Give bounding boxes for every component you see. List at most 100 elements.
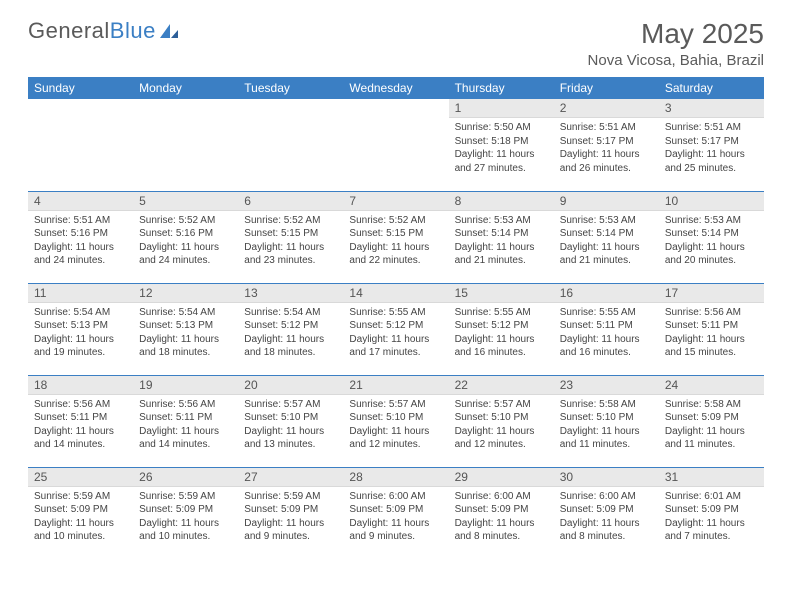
day-details: Sunrise: 6:01 AMSunset: 5:09 PMDaylight:…	[659, 487, 764, 548]
daylight-text: and 21 minutes.	[560, 254, 653, 268]
daylight-text: Daylight: 11 hours	[560, 425, 653, 439]
sunrise-text: Sunrise: 5:58 AM	[560, 398, 653, 412]
day-number: 20	[238, 376, 343, 395]
sunrise-text: Sunrise: 5:59 AM	[139, 490, 232, 504]
day-number: 4	[28, 192, 133, 211]
day-details: Sunrise: 6:00 AMSunset: 5:09 PMDaylight:…	[449, 487, 554, 548]
day-details: Sunrise: 5:55 AMSunset: 5:11 PMDaylight:…	[554, 303, 659, 364]
sunrise-text: Sunrise: 5:55 AM	[560, 306, 653, 320]
sunrise-text: Sunrise: 5:54 AM	[244, 306, 337, 320]
day-details: Sunrise: 5:51 AMSunset: 5:17 PMDaylight:…	[659, 118, 764, 179]
day-number: 29	[449, 468, 554, 487]
daylight-text: and 11 minutes.	[560, 438, 653, 452]
sunrise-text: Sunrise: 5:54 AM	[34, 306, 127, 320]
daylight-text: Daylight: 11 hours	[139, 333, 232, 347]
daylight-text: and 11 minutes.	[665, 438, 758, 452]
sunrise-text: Sunrise: 5:52 AM	[244, 214, 337, 228]
sunset-text: Sunset: 5:10 PM	[244, 411, 337, 425]
day-details: Sunrise: 5:56 AMSunset: 5:11 PMDaylight:…	[659, 303, 764, 364]
calendar-day-cell: 13Sunrise: 5:54 AMSunset: 5:12 PMDayligh…	[238, 283, 343, 375]
daylight-text: and 22 minutes.	[349, 254, 442, 268]
weekday-header: Thursday	[449, 77, 554, 99]
daylight-text: and 15 minutes.	[665, 346, 758, 360]
daylight-text: Daylight: 11 hours	[244, 241, 337, 255]
day-details: Sunrise: 6:00 AMSunset: 5:09 PMDaylight:…	[343, 487, 448, 548]
day-number: 23	[554, 376, 659, 395]
day-number: 7	[343, 192, 448, 211]
day-number: 11	[28, 284, 133, 303]
daylight-text: and 8 minutes.	[455, 530, 548, 544]
weekday-header: Sunday	[28, 77, 133, 99]
sunrise-text: Sunrise: 5:55 AM	[455, 306, 548, 320]
daylight-text: Daylight: 11 hours	[560, 241, 653, 255]
calendar-day-cell: 23 Sunrise: 5:58 AMSunset: 5:10 PMDayligh…	[554, 375, 659, 467]
sunset-text: Sunset: 5:12 PM	[244, 319, 337, 333]
daylight-text: and 26 minutes.	[560, 162, 653, 176]
sunset-text: Sunset: 5:14 PM	[455, 227, 548, 241]
day-details: Sunrise: 5:55 AMSunset: 5:12 PMDaylight:…	[449, 303, 554, 364]
month-title: May 2025	[588, 18, 764, 50]
weekday-header: Friday	[554, 77, 659, 99]
daylight-text: Daylight: 11 hours	[665, 517, 758, 531]
day-number: 27	[238, 468, 343, 487]
brand-text-part1: General	[28, 18, 110, 44]
daylight-text: and 12 minutes.	[349, 438, 442, 452]
sunset-text: Sunset: 5:09 PM	[349, 503, 442, 517]
calendar-day-cell: 10Sunrise: 5:53 AMSunset: 5:14 PMDayligh…	[659, 191, 764, 283]
day-details: Sunrise: 5:51 AMSunset: 5:17 PMDaylight:…	[554, 118, 659, 179]
sunrise-text: Sunrise: 6:00 AM	[349, 490, 442, 504]
daylight-text: Daylight: 11 hours	[665, 425, 758, 439]
calendar-day-cell: 24Sunrise: 5:58 AMSunset: 5:09 PMDayligh…	[659, 375, 764, 467]
daylight-text: and 17 minutes.	[349, 346, 442, 360]
day-details: Sunrise: 5:59 AMSunset: 5:09 PMDaylight:…	[238, 487, 343, 548]
sunrise-text: Sunrise: 5:55 AM	[349, 306, 442, 320]
day-number: 30	[554, 468, 659, 487]
day-details: Sunrise: 5:54 AMSunset: 5:13 PMDaylight:…	[133, 303, 238, 364]
sunrise-text: Sunrise: 5:51 AM	[665, 121, 758, 135]
calendar-day-cell: 8Sunrise: 5:53 AMSunset: 5:14 PMDaylight…	[449, 191, 554, 283]
calendar-day-cell: 16Sunrise: 5:55 AMSunset: 5:11 PMDayligh…	[554, 283, 659, 375]
day-details: Sunrise: 5:53 AMSunset: 5:14 PMDaylight:…	[659, 211, 764, 272]
sunrise-text: Sunrise: 6:01 AM	[665, 490, 758, 504]
title-block: May 2025 Nova Vicosa, Bahia, Brazil	[588, 18, 764, 69]
sunset-text: Sunset: 5:11 PM	[34, 411, 127, 425]
day-number: 31	[659, 468, 764, 487]
day-details: Sunrise: 5:58 AMSunset: 5:09 PMDaylight:…	[659, 395, 764, 456]
calendar-table: Sunday Monday Tuesday Wednesday Thursday…	[28, 77, 764, 559]
day-number: 1	[449, 99, 554, 118]
daylight-text: Daylight: 11 hours	[665, 241, 758, 255]
day-number: 6	[238, 192, 343, 211]
day-number: 26	[133, 468, 238, 487]
weekday-header: Wednesday	[343, 77, 448, 99]
daylight-text: Daylight: 11 hours	[139, 425, 232, 439]
calendar-day-cell: 18Sunrise: 5:56 AMSunset: 5:11 PMDayligh…	[28, 375, 133, 467]
sunrise-text: Sunrise: 5:57 AM	[455, 398, 548, 412]
day-details: Sunrise: 5:55 AMSunset: 5:12 PMDaylight:…	[343, 303, 448, 364]
day-details: Sunrise: 6:00 AMSunset: 5:09 PMDaylight:…	[554, 487, 659, 548]
sunset-text: Sunset: 5:15 PM	[244, 227, 337, 241]
daylight-text: and 9 minutes.	[244, 530, 337, 544]
sunset-text: Sunset: 5:09 PM	[34, 503, 127, 517]
daylight-text: and 24 minutes.	[34, 254, 127, 268]
daylight-text: Daylight: 11 hours	[665, 148, 758, 162]
daylight-text: and 25 minutes.	[665, 162, 758, 176]
weekday-header: Monday	[133, 77, 238, 99]
sunset-text: Sunset: 5:10 PM	[560, 411, 653, 425]
daylight-text: Daylight: 11 hours	[455, 517, 548, 531]
sunrise-text: Sunrise: 5:59 AM	[34, 490, 127, 504]
calendar-header-row: Sunday Monday Tuesday Wednesday Thursday…	[28, 77, 764, 99]
daylight-text: and 19 minutes.	[34, 346, 127, 360]
sunset-text: Sunset: 5:09 PM	[665, 503, 758, 517]
daylight-text: and 10 minutes.	[34, 530, 127, 544]
calendar-week-row: 4Sunrise: 5:51 AMSunset: 5:16 PMDaylight…	[28, 191, 764, 283]
sunset-text: Sunset: 5:09 PM	[665, 411, 758, 425]
day-details: Sunrise: 5:50 AMSunset: 5:18 PMDaylight:…	[449, 118, 554, 179]
day-number: 13	[238, 284, 343, 303]
sunrise-text: Sunrise: 5:56 AM	[139, 398, 232, 412]
daylight-text: Daylight: 11 hours	[455, 333, 548, 347]
sunrise-text: Sunrise: 5:53 AM	[560, 214, 653, 228]
daylight-text: and 13 minutes.	[244, 438, 337, 452]
calendar-day-cell: 12Sunrise: 5:54 AMSunset: 5:13 PMDayligh…	[133, 283, 238, 375]
calendar-day-cell: 1Sunrise: 5:50 AMSunset: 5:18 PMDaylight…	[449, 99, 554, 191]
day-number: 14	[343, 284, 448, 303]
